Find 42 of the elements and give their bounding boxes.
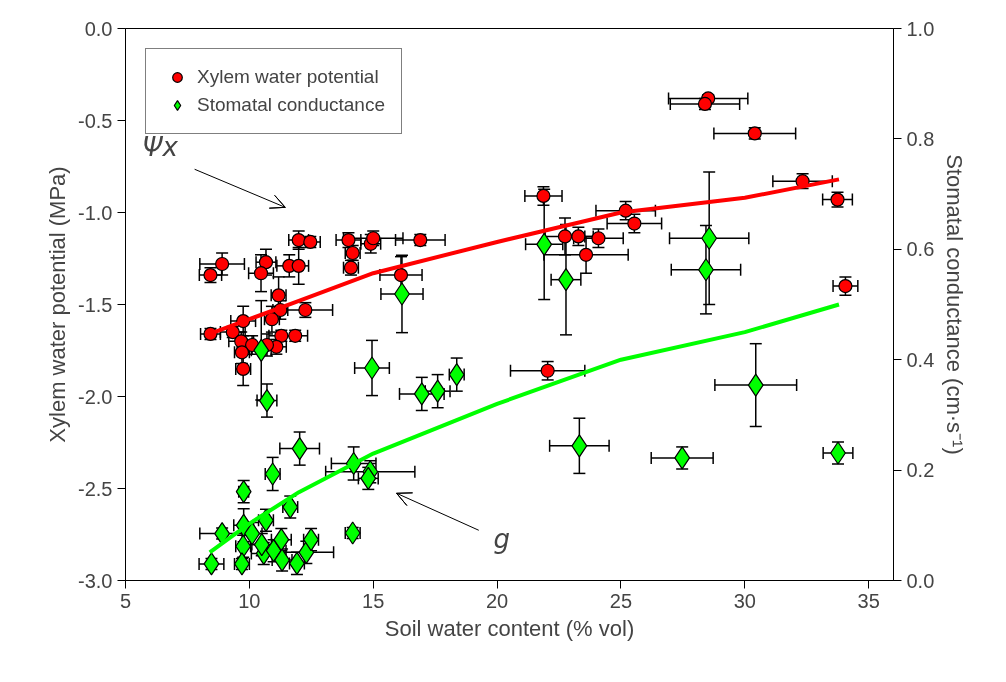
point	[578, 247, 594, 262]
point	[344, 521, 361, 545]
point	[291, 258, 306, 273]
legend-label: Xylem water potential	[197, 66, 379, 88]
y-axis-title: Xylem water potential (MPa)	[45, 166, 71, 443]
point	[264, 462, 281, 486]
x-tick-label: 35	[857, 589, 880, 612]
y-tick-label: 0.0	[84, 17, 113, 40]
y-tick-label: -1.5	[78, 293, 113, 316]
point	[215, 256, 230, 272]
y2-tick-label: 1.0	[906, 17, 935, 40]
point	[429, 379, 446, 403]
x-axis-title: Soil water content (% vol)	[384, 615, 635, 641]
point	[203, 552, 220, 576]
y-tick-label: -2.5	[78, 477, 113, 500]
x-tick-label: 15	[362, 589, 385, 612]
legend-label: Stomatal conductance	[197, 94, 386, 116]
y2-tick-label: 0.8	[906, 127, 935, 150]
y2-tick-label: 0.6	[906, 238, 935, 261]
point	[393, 267, 409, 283]
point	[747, 373, 764, 397]
y-tick-label: -0.5	[78, 109, 113, 132]
point	[413, 382, 430, 406]
x-tick-label: 5	[119, 589, 132, 612]
x-tick-label: 25	[609, 589, 633, 612]
point	[253, 266, 269, 281]
x-tick-label: 10	[238, 589, 261, 612]
y2-axis-title: Stomatal conductance (cm·s⁻¹)	[942, 154, 968, 455]
point	[448, 363, 465, 387]
point	[571, 434, 588, 458]
y2-tick-label: 0.4	[906, 348, 935, 371]
y2-tick-label: 0.0	[906, 569, 935, 592]
y-tick-label: -1.0	[78, 201, 113, 224]
point	[701, 226, 718, 250]
y-tick-label: -2.0	[78, 385, 113, 408]
x-tick-label: 20	[485, 589, 509, 612]
annotation: g	[493, 524, 511, 555]
point	[536, 232, 553, 256]
y2-tick-label: 0.2	[906, 459, 935, 482]
annotation: Ψx	[142, 132, 179, 163]
x-tick-label: 30	[733, 589, 756, 612]
y-tick-label: -3.0	[78, 569, 113, 592]
